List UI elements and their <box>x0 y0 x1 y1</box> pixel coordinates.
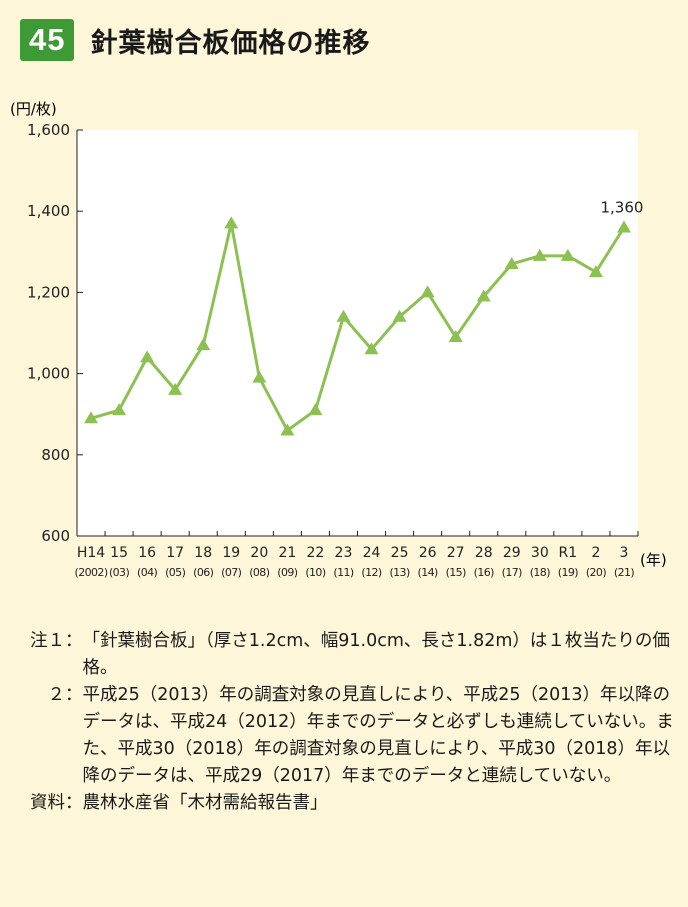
note-text: 「針葉樹合板」（厚さ1.2cm、幅91.0cm、長さ1.82m）は１枚当たりの価… <box>82 631 670 678</box>
x-tick-sublabel: (07) <box>221 566 241 579</box>
x-tick-sublabel: (10) <box>305 566 325 579</box>
x-tick-label: 15 <box>110 545 128 561</box>
x-tick-sublabel: (04) <box>137 566 157 579</box>
x-tick-sublabel: (06) <box>193 566 213 579</box>
note-label: 注１： <box>30 631 83 651</box>
x-tick-label: 3 <box>620 545 629 561</box>
data-label: 1,360 <box>600 198 643 216</box>
x-tick-sublabel: (2002) <box>75 566 108 579</box>
x-tick-label: 23 <box>335 545 353 561</box>
note-text: 農林水産省「木材需給報告書」 <box>82 793 328 813</box>
data-point-marker <box>196 338 211 351</box>
y-tick-label: 600 <box>41 527 70 545</box>
x-tick-sublabel: (08) <box>249 566 269 579</box>
x-tick-sublabel: (19) <box>558 566 578 579</box>
x-tick-label: 29 <box>503 545 521 561</box>
data-point-marker <box>252 370 267 383</box>
x-tick-sublabel: (17) <box>502 566 522 579</box>
y-axis: 600 800 1,000 1,200 1,400 1,600 <box>27 121 83 545</box>
x-axis-unit-label: (年) <box>640 551 667 569</box>
data-point-marker <box>84 411 99 424</box>
data-point-marker <box>588 265 603 278</box>
x-tick-label: 21 <box>278 545 296 561</box>
x-tick-sublabel: (12) <box>361 566 381 579</box>
y-tick-label: 1,600 <box>27 121 70 139</box>
x-tick-label: 19 <box>222 545 240 561</box>
data-point-marker <box>112 403 127 416</box>
data-point-marker <box>392 309 407 322</box>
x-tick-label: 2 <box>591 545 600 561</box>
x-tick-label: H14 <box>77 545 105 561</box>
x-tick-sublabel: (09) <box>277 566 297 579</box>
y-tick-label: 800 <box>41 446 70 464</box>
y-axis-unit-label: (円/枚) <box>10 100 57 118</box>
y-tick-label: 1,000 <box>27 365 70 383</box>
x-tick-label: R1 <box>559 545 578 561</box>
y-tick-label: 1,200 <box>27 283 70 301</box>
series-layer: 1,360 <box>84 198 643 436</box>
x-tick-sublabel: (21) <box>614 566 634 579</box>
data-point-marker <box>504 256 519 269</box>
x-tick-label: 25 <box>391 545 409 561</box>
data-point-marker <box>420 285 435 298</box>
data-point-marker <box>224 216 239 229</box>
note-label: 資料： <box>30 793 83 813</box>
data-point-marker <box>364 342 379 355</box>
x-tick-sublabel: (11) <box>333 566 353 579</box>
x-tick-label: 30 <box>531 545 549 561</box>
figure-number-badge: 45 <box>20 19 75 61</box>
x-tick-label: 24 <box>363 545 381 561</box>
x-tick-label: 27 <box>447 545 465 561</box>
x-tick-sublabel: (14) <box>418 566 438 579</box>
data-point-marker <box>308 403 323 416</box>
line-chart: (円/枚) 600 800 1,000 1,200 1,400 1,600 H14 (200… <box>10 100 667 579</box>
x-tick-sublabel: (03) <box>109 566 129 579</box>
x-tick-label: 16 <box>138 545 156 561</box>
x-tick-label: 28 <box>475 545 493 561</box>
x-axis: H14 (2002)15 (03) 16 (04) 17 (05) 18 (06) 19 (07) 2… <box>75 531 639 579</box>
x-tick-sublabel: (20) <box>586 566 606 579</box>
x-tick-label: 18 <box>194 545 212 561</box>
data-point-marker <box>140 350 155 363</box>
data-point-marker <box>532 248 547 261</box>
note-text: 平成25（2013）年の調査対象の見直しにより、平成25（2013）年以降のデー… <box>82 685 674 786</box>
data-point-marker <box>448 330 463 343</box>
notes-section: 注１： 「針葉樹合板」（厚さ1.2cm、幅91.0cm、長さ1.82m）は１枚当… <box>30 628 680 817</box>
note-item: ２： 平成25（2013）年の調査対象の見直しにより、平成25（2013）年以降… <box>30 682 680 790</box>
data-point-marker <box>168 382 183 395</box>
x-tick-sublabel: (18) <box>530 566 550 579</box>
figure-header: 45 針葉樹合板価格の推移 <box>20 18 370 62</box>
y-tick-label: 1,400 <box>27 202 70 220</box>
x-tick-sublabel: (05) <box>165 566 185 579</box>
data-point-marker <box>616 220 631 233</box>
x-tick-sublabel: (15) <box>446 566 466 579</box>
x-tick-label: 20 <box>250 545 268 561</box>
note-label: ２： <box>30 685 83 705</box>
data-point-marker <box>476 289 491 302</box>
x-tick-sublabel: (16) <box>474 566 494 579</box>
x-tick-label: 22 <box>307 545 325 561</box>
data-point-marker <box>336 309 351 322</box>
data-point-marker <box>280 423 295 436</box>
figure-title: 針葉樹合板価格の推移 <box>90 27 371 59</box>
x-tick-label: 17 <box>166 545 184 561</box>
x-tick-label: 26 <box>419 545 437 561</box>
data-point-marker <box>560 248 575 261</box>
x-tick-sublabel: (13) <box>389 566 409 579</box>
note-item: 資料： 農林水産省「木材需給報告書」 <box>30 790 680 817</box>
note-item: 注１： 「針葉樹合板」（厚さ1.2cm、幅91.0cm、長さ1.82m）は１枚当… <box>30 628 680 682</box>
